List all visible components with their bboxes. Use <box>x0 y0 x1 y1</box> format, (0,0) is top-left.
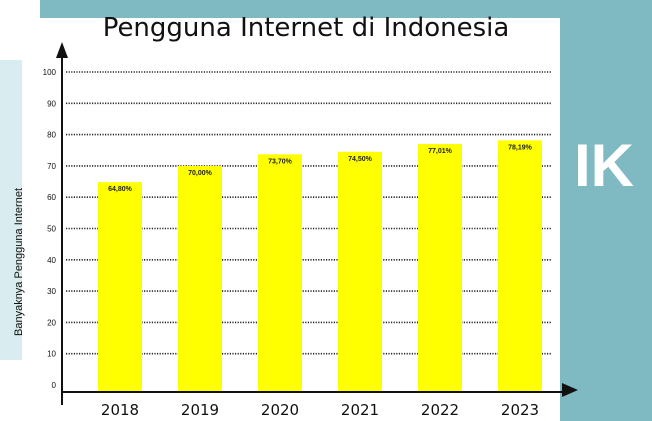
bars: 64,80% 70,00% 73,70% 74,50% 77,01% 78,19% <box>98 140 542 392</box>
watermark-band-top <box>40 0 615 18</box>
bar-value-label-2019: 70,00% <box>188 170 213 177</box>
y-tick-label-20: 20 <box>47 318 56 327</box>
bar-value-label-2020: 73,70% <box>268 158 293 165</box>
x-tick-label-2019: 2019 <box>181 401 219 419</box>
y-tick-label-90: 90 <box>47 99 56 108</box>
y-tick-label-10: 10 <box>47 350 56 359</box>
y-tick-label-40: 40 <box>47 256 56 265</box>
bar-value-label-2022: 77,01% <box>428 148 453 155</box>
bar-2022 <box>418 143 462 392</box>
bar-value-label-2021: 74,50% <box>348 156 373 163</box>
y-tick-label-60: 60 <box>47 193 56 202</box>
bar-value-label-2018: 64,80% <box>108 186 133 193</box>
y-tick-label-50: 50 <box>47 225 56 234</box>
x-tick-label-2023: 2023 <box>501 401 539 419</box>
watermark-band-left <box>0 60 22 360</box>
bar-2021 <box>338 151 382 392</box>
watermark-text: IK <box>574 132 634 199</box>
y-ticks: 0 10 20 30 40 50 60 70 80 90 100 <box>43 68 57 390</box>
y-axis-label: Banyaknya Pengguna Internet <box>13 188 25 336</box>
y-tick-label-30: 30 <box>47 287 56 296</box>
bar-2023 <box>498 140 542 392</box>
y-tick-label-70: 70 <box>47 162 56 171</box>
y-tick-label-80: 80 <box>47 131 56 140</box>
y-tick-label-100: 100 <box>43 68 57 77</box>
bar-2019 <box>178 165 222 392</box>
y-tick-label-0: 0 <box>52 381 57 390</box>
bar-value-label-2023: 78,19% <box>508 144 533 151</box>
x-tick-label-2020: 2020 <box>261 401 299 419</box>
x-axis-arrow <box>562 383 578 397</box>
gridlines <box>66 71 552 355</box>
bar-2020 <box>258 154 302 392</box>
chart-title: Pengguna Internet di Indonesia <box>103 13 510 43</box>
x-tick-label-2021: 2021 <box>341 401 379 419</box>
watermark-band-right <box>560 0 652 421</box>
x-tick-label-2018: 2018 <box>101 401 139 419</box>
x-tick-labels: 2018 2019 2020 2021 2022 2023 <box>101 401 539 419</box>
bar-2018 <box>98 182 142 392</box>
x-tick-label-2022: 2022 <box>421 401 459 419</box>
y-axis-arrow <box>56 42 68 58</box>
